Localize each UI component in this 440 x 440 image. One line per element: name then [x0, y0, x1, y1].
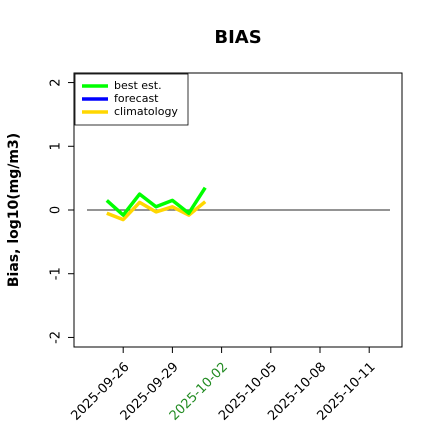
legend-label: climatology	[114, 105, 178, 118]
y-tick-label: -1	[49, 267, 64, 280]
y-axis-label: Bias, log10(mg/m3)	[6, 133, 22, 287]
y-tick-label: 2	[49, 78, 64, 86]
legend-label: forecast	[114, 92, 159, 105]
chart-title: BIAS	[214, 27, 261, 48]
y-tick-label: 0	[49, 206, 64, 214]
y-tick-label: -2	[49, 331, 64, 344]
series-line	[106, 200, 207, 222]
y-tick-label: 1	[49, 142, 64, 150]
legend-label: best est.	[114, 79, 162, 92]
series-line	[105, 186, 207, 217]
